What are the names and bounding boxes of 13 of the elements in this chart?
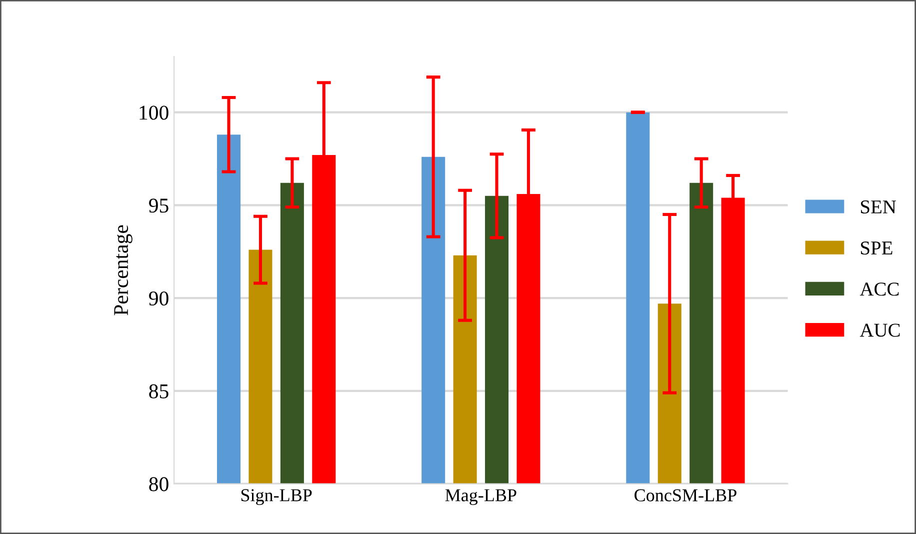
legend-label: SPE bbox=[861, 242, 892, 255]
x-tick-label: ConcSM-LBP bbox=[634, 489, 736, 502]
legend-label: ACC bbox=[860, 282, 899, 296]
legend-label: AUC bbox=[860, 324, 900, 337]
y-axis-title: Percentage bbox=[114, 225, 132, 316]
y-tick-label: 90 bbox=[149, 291, 168, 306]
y-tick-label: 95 bbox=[149, 198, 168, 213]
y-tick-label: 100 bbox=[140, 106, 168, 120]
legend-label: SEN bbox=[861, 200, 896, 214]
x-tick-label: Sign-LBP bbox=[241, 489, 312, 506]
x-tick-label: Mag-LBP bbox=[445, 489, 516, 506]
y-tick-label: 80 bbox=[149, 477, 168, 492]
y-tick-label: 85 bbox=[149, 384, 168, 398]
